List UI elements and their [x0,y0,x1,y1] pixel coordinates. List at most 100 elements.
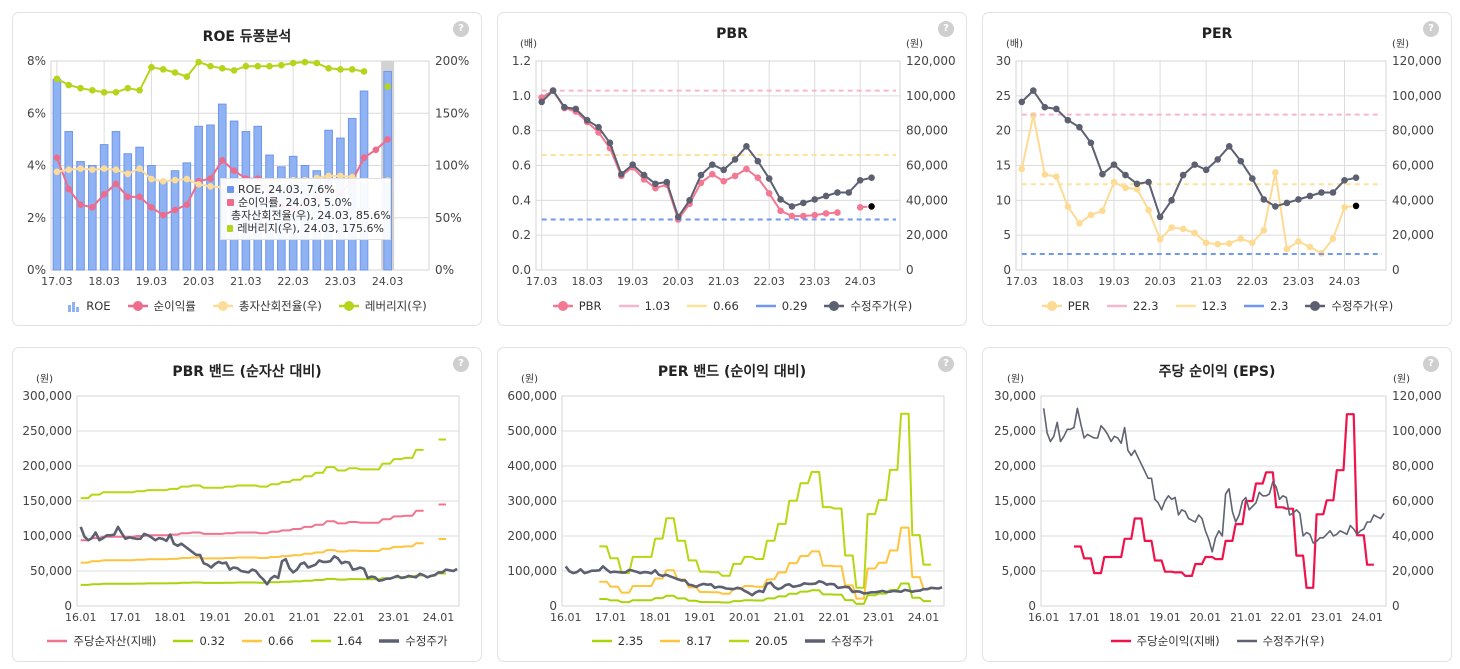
data-point[interactable] [278,61,285,69]
data-point[interactable] [1283,245,1291,253]
data-point[interactable] [1122,184,1129,192]
data-point[interactable] [1064,203,1072,210]
bar[interactable] [99,144,109,271]
data-point[interactable] [720,166,727,174]
bar[interactable] [194,125,203,271]
data-point[interactable] [289,59,297,67]
data-point[interactable] [384,83,391,90]
data-point[interactable] [697,171,705,179]
data-point[interactable] [834,209,841,216]
legend-item[interactable]: 0.66 [241,634,294,648]
data-point[interactable] [1295,196,1302,203]
data-point[interactable] [834,189,841,196]
data-point[interactable] [1351,201,1361,211]
data-point[interactable] [856,177,864,184]
data-point[interactable] [777,207,784,215]
data-point[interactable] [100,190,108,198]
data-point[interactable] [822,210,830,217]
data-point[interactable] [1341,204,1348,211]
data-point[interactable] [777,196,784,203]
data-point[interactable] [65,81,73,89]
data-point[interactable] [53,168,61,176]
data-point[interactable] [1041,103,1049,111]
data-point[interactable] [159,177,167,185]
data-point[interactable] [171,69,179,76]
data-point[interactable] [629,161,636,168]
data-point[interactable] [595,123,602,131]
data-point[interactable] [731,172,739,180]
bar[interactable] [158,180,168,271]
data-point[interactable] [640,171,648,179]
data-point[interactable] [1041,171,1049,178]
data-point[interactable] [1087,139,1095,147]
data-point[interactable] [1145,206,1152,214]
data-point[interactable] [618,170,625,178]
data-point[interactable] [1029,87,1037,94]
data-point[interactable] [1248,239,1256,247]
data-point[interactable] [159,211,167,219]
data-point[interactable] [230,67,238,74]
data-point[interactable] [549,87,557,94]
data-point[interactable] [325,172,332,180]
data-point[interactable] [136,193,143,201]
data-point[interactable] [1283,199,1291,207]
data-point[interactable] [53,75,61,83]
data-point[interactable] [1018,165,1026,173]
data-point[interactable] [800,212,807,220]
data-point[interactable] [77,165,84,172]
data-point[interactable] [159,66,167,73]
data-point[interactable] [100,89,108,96]
data-point[interactable] [800,199,807,207]
data-point[interactable] [112,166,120,173]
data-point[interactable] [266,62,273,70]
legend-item[interactable]: 22.3 [1106,299,1159,313]
data-point[interactable] [788,203,796,210]
data-point[interactable] [112,180,120,188]
data-point[interactable] [867,202,876,211]
data-point[interactable] [337,172,344,180]
data-point[interactable] [148,204,155,211]
data-point[interactable] [207,62,214,70]
data-point[interactable] [183,73,191,80]
legend-item[interactable]: 12.3 [1175,299,1227,313]
legend-item[interactable]: 주당순자산(지배) [46,633,156,649]
data-point[interactable] [1122,171,1129,179]
data-point[interactable] [765,190,773,197]
data-point[interactable] [1202,166,1210,174]
help-icon[interactable]: ? [938,356,954,372]
data-point[interactable] [765,175,773,182]
data-point[interactable] [811,196,818,203]
data-point[interactable] [1168,224,1175,231]
bar[interactable] [170,170,180,271]
data-point[interactable] [1087,211,1095,219]
data-point[interactable] [652,180,659,188]
data-point[interactable] [207,175,214,182]
data-point[interactable] [124,193,132,201]
legend-item[interactable]: 수정주가(우) [1236,633,1324,649]
data-point[interactable] [1225,143,1233,150]
data-point[interactable] [1260,226,1268,234]
data-point[interactable] [754,157,762,165]
data-point[interactable] [743,165,750,173]
data-point[interactable] [171,176,179,184]
legend-item[interactable]: 수정주가 [378,633,448,649]
data-point[interactable] [53,154,61,161]
data-point[interactable] [1306,192,1314,200]
help-icon[interactable]: ? [1423,356,1439,372]
data-point[interactable] [1145,178,1152,186]
data-point[interactable] [77,201,84,208]
data-point[interactable] [230,167,238,175]
data-point[interactable] [124,84,132,92]
data-point[interactable] [1064,116,1072,124]
legend-item[interactable]: 수정주가(우) [823,298,912,314]
data-point[interactable] [360,68,368,75]
data-point[interactable] [845,189,853,196]
data-point[interactable] [89,204,96,211]
bar[interactable] [147,165,156,271]
data-point[interactable] [1248,175,1256,182]
data-point[interactable] [301,58,309,66]
data-point[interactable] [1352,174,1360,181]
data-point[interactable] [686,197,693,204]
data-point[interactable] [65,185,73,193]
bar[interactable] [206,124,215,271]
